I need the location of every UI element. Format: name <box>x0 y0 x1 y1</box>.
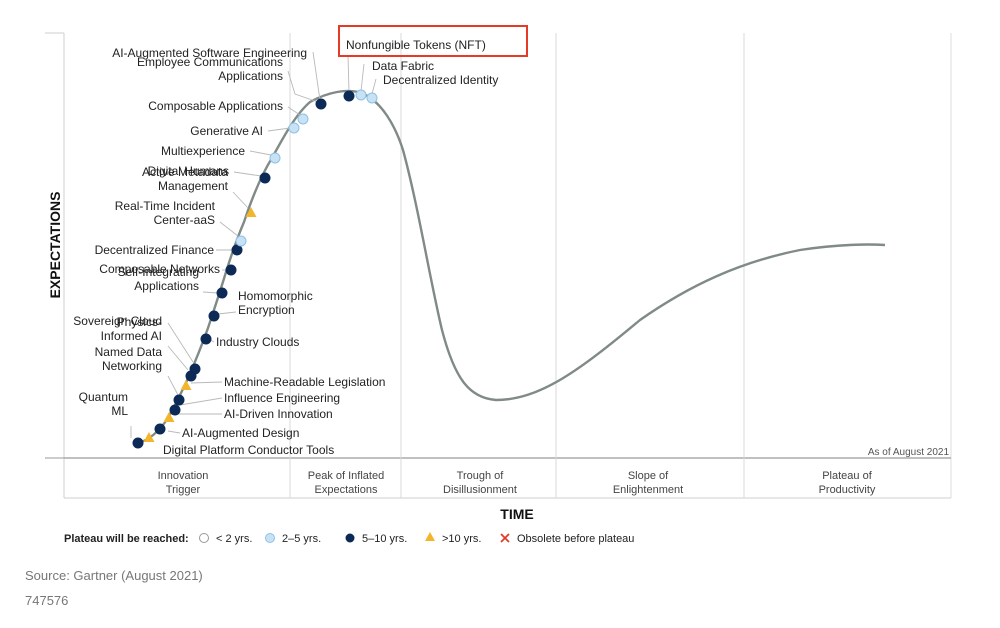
leader-real-time-incident-center-aas <box>219 221 239 237</box>
marker-machine-readable-legislation <box>180 380 192 390</box>
leader-data-fabric <box>360 63 365 92</box>
source-note: Source: Gartner (August 2021) <box>25 568 203 583</box>
legend-title: Plateau will be reached: <box>64 533 189 545</box>
marker-named-data-networking <box>173 394 185 406</box>
leader-nonfungible-tokens-nft <box>347 54 350 93</box>
leader-machine-readable-legislation <box>190 381 223 384</box>
marker-active-metadata-management <box>245 207 257 217</box>
leader-decentralized-identity <box>371 78 377 95</box>
label-named-data-networking: Named Data Networking <box>95 345 163 373</box>
phase-label-trough-of-disillusionment: Trough of Disillusionment <box>443 470 517 496</box>
legend-label-3: >10 yrs. <box>442 533 481 545</box>
legend-label-2: 5–10 yrs. <box>362 533 407 545</box>
marker-sovereign-cloud <box>189 363 201 375</box>
legend-label-4: Obsolete before plateau <box>517 533 634 545</box>
legend-label-0: < 2 yrs. <box>216 533 252 545</box>
marker-industry-clouds <box>200 333 212 345</box>
leader-digital-humans <box>233 171 262 177</box>
leader-employee-communications-applications <box>287 70 319 103</box>
label-real-time-incident-center-aas: Real-Time Incident Center-aaS <box>115 199 216 227</box>
marker-employee-communications-applications <box>315 98 327 110</box>
as-of-note: As of August 2021 <box>868 447 950 458</box>
marker-decentralized-identity <box>366 92 378 104</box>
label-composable-applications: Composable Applications <box>148 99 283 113</box>
label-decentralized-finance: Decentralized Finance <box>95 243 215 257</box>
phase-label-peak-of-inflated-expectations: Peak of Inflated Expectations <box>308 470 384 496</box>
leader-generative-ai <box>267 127 291 132</box>
label-ai-driven-innovation: AI-Driven Innovation <box>224 407 333 421</box>
label-active-metadata-management: Active Metadata Management <box>142 165 229 193</box>
label-generative-ai: Generative AI <box>190 124 263 138</box>
label-data-fabric: Data Fabric <box>372 59 434 73</box>
marker-decentralized-finance <box>231 244 243 256</box>
leader-physics-informed-ai <box>167 345 189 371</box>
leader-named-data-networking <box>167 375 179 396</box>
legend-marker-2-5 <box>265 533 275 543</box>
label-industry-clouds: Industry Clouds <box>216 335 299 349</box>
label-ai-augmented-design: AI-Augmented Design <box>182 426 299 440</box>
phase-labels: Innovation Trigger Peak of Inflated Expecta… <box>158 470 876 496</box>
leader-sovereign-cloud <box>167 322 194 363</box>
y-axis-title: EXPECTATIONS <box>47 192 63 299</box>
leader-ai-augmented-design <box>167 430 181 434</box>
label-self-integrating-applications: Self-Integrating Applications <box>118 265 199 293</box>
technology-markers <box>132 89 378 449</box>
legend-marker-obsolete <box>500 533 510 543</box>
label-quantum-ml: Quantum ML <box>79 390 129 418</box>
label-physics-informed-ai: Physics-Informed AI <box>101 315 162 343</box>
marker-influence-engineering <box>169 404 181 416</box>
marker-composable-applications <box>297 113 309 125</box>
phase-label-plateau-of-productivity: Plateau of Productivity <box>819 470 876 496</box>
label-digital-platform-conductor-tools: Digital Platform Conductor Tools <box>163 443 334 457</box>
x-axis-title: TIME <box>500 506 533 522</box>
id-code: 747576 <box>25 593 69 608</box>
hype-cycle-chart: Innovation Trigger Peak of Inflated Expecta… <box>45 25 952 545</box>
leader-ai-augmented-software-engineering <box>312 51 321 101</box>
label-ai-augmented-software-engineering: AI-Augmented Software Engineering <box>112 46 307 60</box>
marker-ai-augmented-design <box>154 423 166 435</box>
leader-active-metadata-management <box>232 191 249 209</box>
label-influence-engineering: Influence Engineering <box>224 391 340 405</box>
marker-digital-platform-conductor-tools <box>143 432 155 442</box>
leader-composable-applications <box>287 106 301 116</box>
label-homomorphic-encryption: Homomorphic Encryption <box>238 289 313 317</box>
label-nonfungible-tokens-nft: Nonfungible Tokens (NFT) <box>346 38 486 52</box>
marker-homomorphic-encryption <box>208 310 220 322</box>
marker-composable-networks <box>225 264 237 276</box>
marker-data-fabric <box>355 89 367 101</box>
label-multiexperience: Multiexperience <box>161 144 245 158</box>
leader-self-integrating-applications <box>202 291 219 294</box>
legend-marker-5-10 <box>345 533 355 543</box>
label-sovereign-cloud: Sovereign Cloud <box>73 314 162 328</box>
label-composable-networks: Composable Networks <box>99 262 220 276</box>
leader-homomorphic-encryption <box>217 311 237 315</box>
marker-self-integrating-applications <box>216 287 228 299</box>
marker-generative-ai <box>288 122 300 134</box>
nft-highlight-box <box>338 25 528 57</box>
label-employee-communications-applications: Employee Communications Applications <box>137 55 283 83</box>
marker-digital-humans <box>259 172 271 184</box>
marker-quantum-ml <box>132 437 144 449</box>
phase-label-slope-of-enlightenment: Slope of Enlightenment <box>613 470 683 496</box>
label-machine-readable-legislation: Machine-Readable Legislation <box>224 375 385 389</box>
marker-nonfungible-tokens-nft <box>343 90 355 102</box>
legend-marker-gt10 <box>425 532 435 541</box>
axes <box>45 32 952 499</box>
technology-labels: Digital Platform Conductor Tools Quantum M… <box>73 38 498 457</box>
legend: Plateau will be reached: < 2 yrs. 2–5 yrs.… <box>64 532 634 545</box>
legend-label-1: 2–5 yrs. <box>282 533 321 545</box>
phase-dividers <box>289 33 745 498</box>
marker-ai-driven-innovation <box>163 412 175 422</box>
leader-multiexperience <box>249 150 272 156</box>
leader-influence-engineering <box>179 397 223 406</box>
marker-multiexperience <box>269 152 281 164</box>
label-decentralized-identity: Decentralized Identity <box>383 73 498 87</box>
label-digital-humans: Digital Humans <box>148 164 229 178</box>
phase-label-innovation-trigger: Innovation Trigger <box>158 470 209 496</box>
legend-marker-lt2 <box>199 533 209 543</box>
marker-real-time-incident-center-aas <box>235 235 247 247</box>
